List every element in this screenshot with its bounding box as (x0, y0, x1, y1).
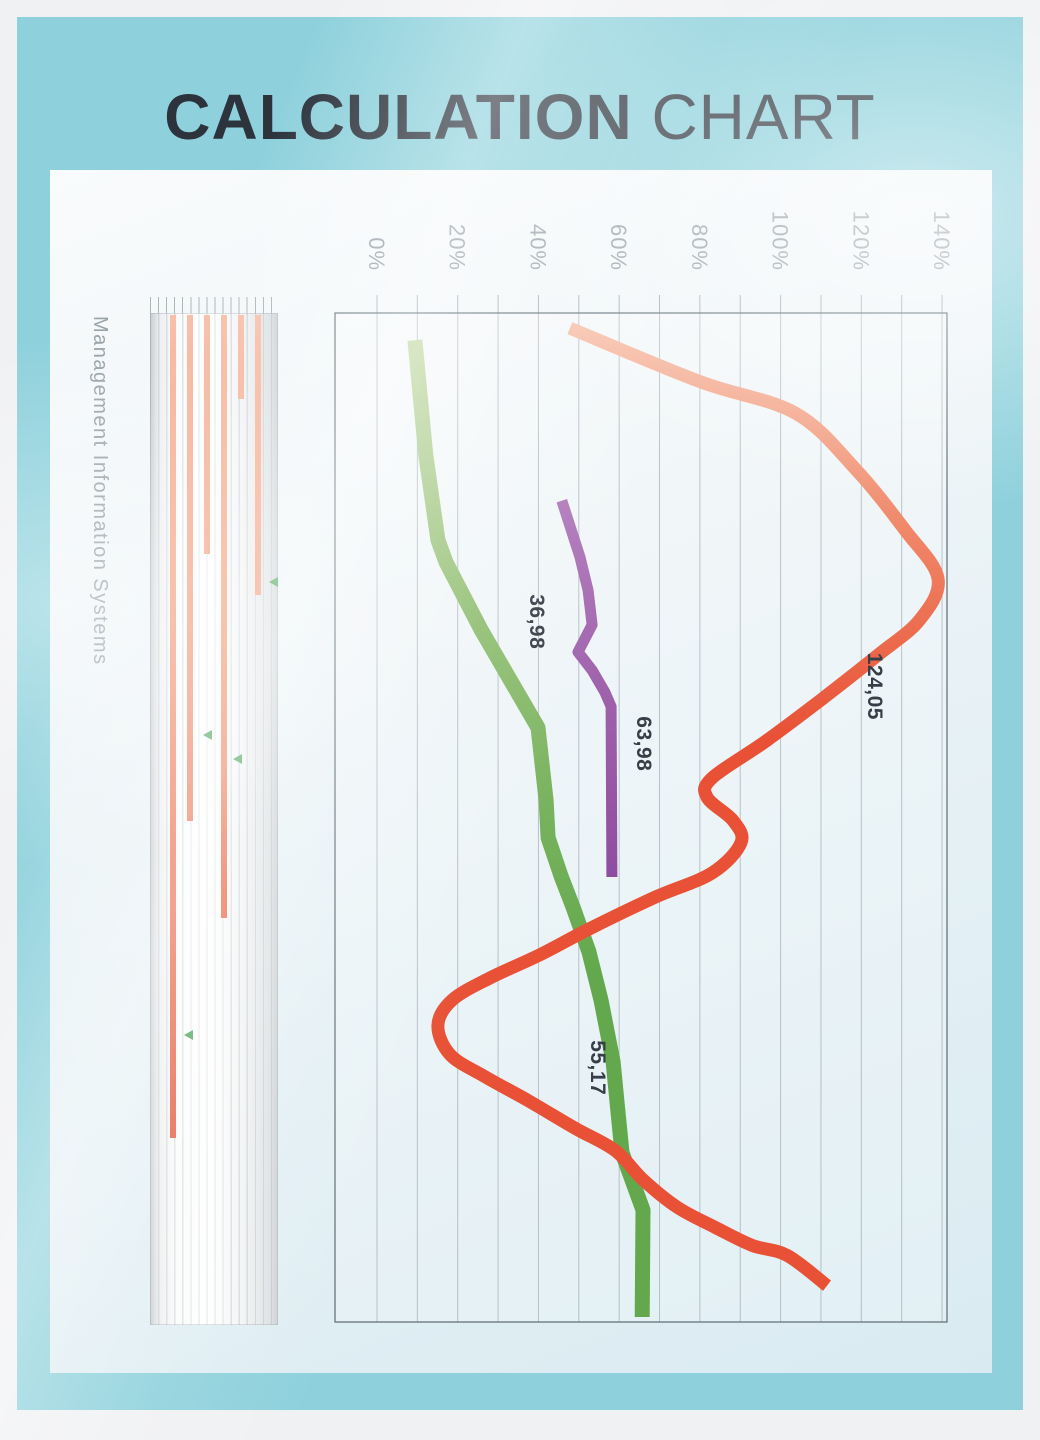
panel-bar (187, 315, 193, 821)
page-title: CALCULATION CHART (0, 80, 1040, 154)
panel-bar (221, 315, 227, 918)
title-word-light: CHART (632, 81, 876, 153)
triangle-marker-icon (269, 577, 278, 587)
title-word-bold: CALCULATION (164, 81, 633, 153)
triangle-marker-icon (203, 730, 212, 740)
bar-panel-ticks (150, 297, 279, 313)
triangle-marker-icon (184, 1030, 193, 1040)
side-vertical-label: Management Information Systems (89, 316, 111, 666)
panel-bar (204, 315, 210, 554)
panel-bar (238, 315, 244, 399)
triangle-marker-icon (233, 754, 242, 764)
panel-bar (170, 315, 176, 1138)
bar-panel (150, 313, 278, 1325)
panel-bar (255, 315, 261, 595)
